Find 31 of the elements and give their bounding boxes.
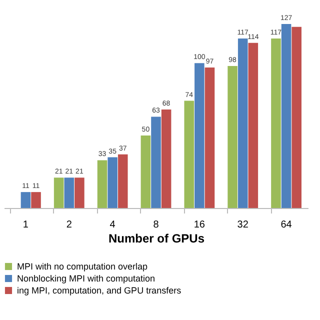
bar [97, 160, 108, 208]
bar [140, 136, 151, 208]
bar [194, 63, 204, 208]
bar [184, 100, 194, 208]
bar [74, 178, 84, 208]
bar [151, 116, 161, 208]
x-axis-title: Number of GPUs [108, 232, 205, 246]
bar [161, 109, 172, 208]
bar [292, 26, 302, 208]
legend-label: Nonblocking MPI with computation [17, 274, 156, 284]
bar [118, 154, 128, 208]
bar [281, 24, 292, 208]
bar [238, 38, 248, 208]
legend-label: ing MPI, computation, and GPU transfers [17, 286, 182, 296]
bar [31, 192, 41, 208]
bar [271, 38, 281, 208]
x-tick-label: 16 [194, 220, 206, 230]
bar [64, 178, 74, 208]
bar [20, 192, 31, 208]
x-tick-label: 64 [280, 220, 292, 230]
bar [228, 66, 238, 208]
bar [54, 178, 64, 208]
x-tick-label: 8 [153, 220, 160, 230]
x-tick-label: 4 [110, 220, 116, 230]
x-tick-label: 1 [22, 220, 29, 230]
bar [204, 67, 215, 208]
x-tick-label: 2 [66, 220, 72, 230]
x-tick-label: 32 [237, 220, 249, 230]
bar [248, 42, 258, 208]
legend-label: MPI with no computation overlap [17, 262, 148, 272]
bar [108, 157, 118, 208]
